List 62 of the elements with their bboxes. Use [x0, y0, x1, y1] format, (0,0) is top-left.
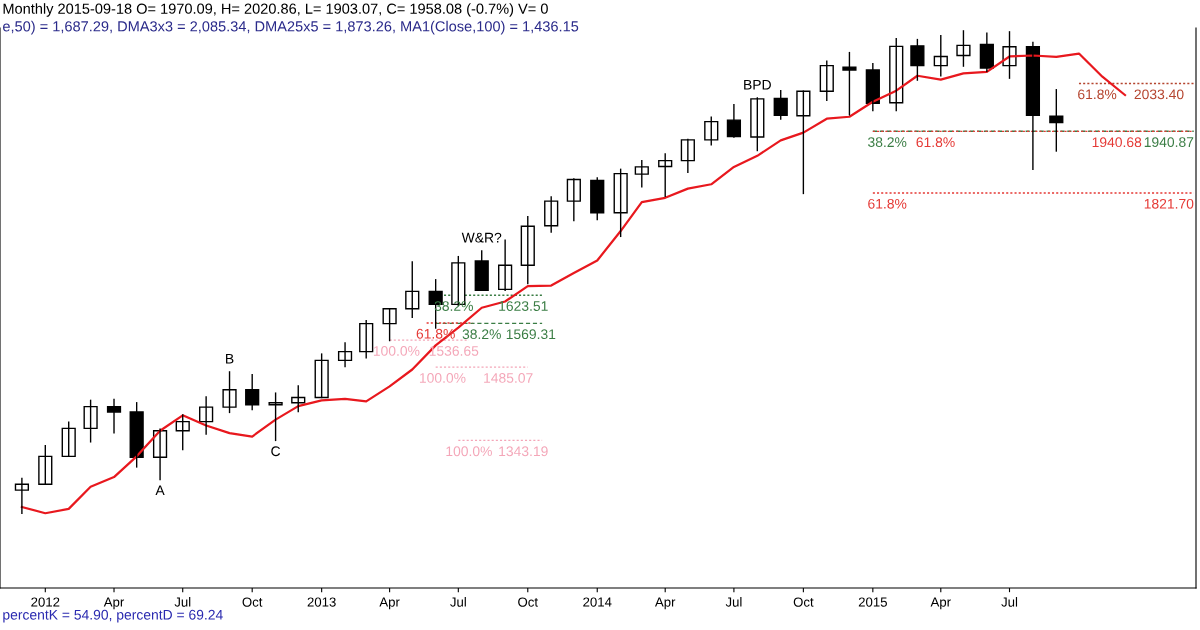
annotation: 1343.19 — [499, 446, 548, 457]
x-tick-label: Jul — [1001, 597, 1018, 607]
candlestick — [634, 159, 649, 188]
candlestick — [842, 51, 857, 116]
candlestick — [268, 392, 283, 442]
annotation: 100.0% — [373, 346, 420, 356]
x-tick-label: Apr — [103, 597, 125, 610]
x-tick-label: Jul — [174, 597, 191, 607]
x-tick-label: Apr — [379, 597, 400, 610]
candlestick — [796, 90, 811, 195]
x-tick-label: Jul — [450, 597, 466, 607]
candlestick — [38, 445, 53, 485]
candlestick — [613, 168, 628, 238]
annotation: B — [226, 353, 234, 364]
x-tick-label: Apr — [930, 597, 951, 610]
annotation: 38.2% — [462, 329, 501, 340]
annotation: BPD — [744, 79, 771, 90]
candlestick — [359, 320, 374, 359]
candlestick — [956, 30, 971, 67]
candlestick — [658, 153, 673, 198]
candlestick — [474, 250, 489, 292]
annotation: 1623.51 — [499, 301, 548, 311]
x-tick-label: Apr — [654, 597, 676, 610]
annotation: C — [271, 446, 281, 457]
annotation: 2033.40 — [1134, 89, 1184, 100]
chart-subtitle: e,50) = 1,687.29, DMA3x3 = 2,085.34, DMA25x5 = 1,873.26, MA1(Close,100) = 1,436.15 — [3, 20, 579, 35]
x-tick-label: 2014 — [583, 597, 612, 607]
chart-title: Monthly 2015-09-18 O= 1970.09, H= 2020.86, L= 1903.07, C= 1958.08 (-0.7%) V= 0 — [3, 3, 548, 17]
annotation: 100.0% — [446, 446, 492, 457]
x-tick-label: 2012 — [31, 597, 60, 607]
text: percentK = 54.90, percentD = 69.24 — [3, 609, 223, 623]
candlestick — [83, 399, 98, 443]
candlestick — [590, 177, 605, 221]
annotation: 1940.68 — [1092, 137, 1142, 148]
candlestick — [773, 90, 788, 120]
annotation: 1485.07 — [484, 373, 533, 383]
candlestick — [222, 371, 237, 414]
candlestick — [520, 215, 535, 285]
annotation: 38.2% — [868, 137, 907, 148]
candlestick — [382, 308, 397, 342]
annotation: 100.0% — [419, 373, 466, 383]
x-tick-label: Oct — [518, 597, 538, 607]
candlestick — [750, 97, 765, 152]
candlestick — [910, 38, 925, 81]
annotation: 1569.31 — [506, 329, 556, 340]
annotation: 61.8% — [916, 137, 955, 148]
annotation: A — [155, 485, 165, 496]
candlestick — [314, 353, 329, 399]
annotation: 1940.87 — [1144, 137, 1194, 148]
x-tick-label: Jul — [725, 597, 742, 607]
x-tick-label: Oct — [242, 597, 263, 607]
candlestick — [704, 116, 719, 146]
annotation: 61.8% — [868, 198, 907, 209]
x-tick-label: 2015 — [858, 597, 887, 607]
x-tick-label: Oct — [793, 597, 814, 607]
annotation: W&R? — [461, 232, 502, 243]
candlestick — [61, 421, 76, 458]
annotation: 1821.70 — [1144, 198, 1194, 209]
annotation: 61.8% — [1078, 89, 1117, 100]
x-tick-label: 2013 — [307, 597, 336, 607]
candlestick — [106, 398, 122, 434]
candlestick — [819, 60, 834, 102]
